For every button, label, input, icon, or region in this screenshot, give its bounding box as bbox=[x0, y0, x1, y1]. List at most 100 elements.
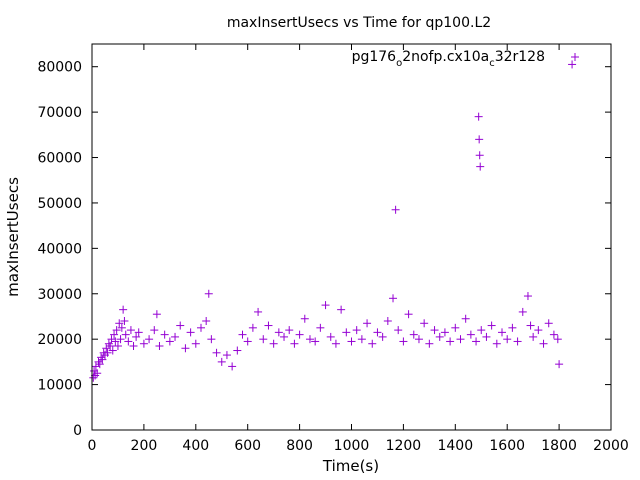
data-point bbox=[93, 369, 102, 378]
data-point bbox=[446, 337, 455, 346]
data-point bbox=[119, 305, 128, 314]
y-tick-label: 50000 bbox=[37, 196, 82, 212]
data-point bbox=[440, 328, 449, 337]
y-tick-label: 70000 bbox=[37, 105, 82, 121]
legend-label-subscript: c bbox=[489, 58, 495, 69]
data-point bbox=[539, 339, 548, 348]
data-point bbox=[475, 135, 484, 144]
data-point bbox=[134, 328, 143, 337]
data-point bbox=[207, 335, 216, 344]
data-point bbox=[472, 337, 481, 346]
data-point bbox=[89, 373, 98, 382]
legend-label-part: pg176 bbox=[352, 49, 397, 65]
data-point bbox=[394, 326, 403, 335]
data-point bbox=[425, 339, 434, 348]
data-point bbox=[139, 339, 148, 348]
data-point bbox=[305, 335, 314, 344]
data-point bbox=[331, 339, 340, 348]
data-point bbox=[155, 341, 164, 350]
data-point bbox=[176, 321, 185, 330]
data-point bbox=[368, 339, 377, 348]
data-point bbox=[233, 346, 242, 355]
x-tick-label: 1200 bbox=[386, 438, 422, 454]
data-point bbox=[95, 360, 104, 369]
x-tick-label: 800 bbox=[286, 438, 313, 454]
data-point bbox=[150, 326, 159, 335]
data-point bbox=[430, 326, 439, 335]
data-point bbox=[202, 317, 211, 326]
data-point bbox=[466, 330, 475, 339]
data-point bbox=[196, 323, 205, 332]
data-point bbox=[352, 326, 361, 335]
data-point bbox=[126, 326, 135, 335]
x-tick-label: 600 bbox=[234, 438, 261, 454]
data-point bbox=[165, 337, 174, 346]
data-point bbox=[181, 344, 190, 353]
x-tick-label: 1000 bbox=[334, 438, 370, 454]
data-point bbox=[186, 328, 195, 337]
data-point bbox=[553, 335, 562, 344]
data-point bbox=[474, 112, 483, 121]
data-point bbox=[217, 357, 226, 366]
data-point bbox=[204, 289, 213, 298]
data-point bbox=[222, 351, 231, 360]
data-point bbox=[132, 332, 141, 341]
data-point bbox=[129, 341, 138, 350]
data-point bbox=[357, 335, 366, 344]
axis-ticks: 0 200 400 600 800 1000 1200 1400 1600 1800 2000010… bbox=[37, 44, 629, 454]
data-point bbox=[389, 294, 398, 303]
data-point bbox=[259, 335, 268, 344]
data-point bbox=[456, 335, 465, 344]
data-point bbox=[363, 319, 372, 328]
data-point bbox=[404, 310, 413, 319]
data-point bbox=[111, 337, 120, 346]
data-point bbox=[243, 337, 252, 346]
data-point bbox=[534, 326, 543, 335]
data-point bbox=[248, 323, 257, 332]
data-point bbox=[492, 339, 501, 348]
data-point bbox=[238, 330, 247, 339]
data-point bbox=[526, 321, 535, 330]
x-tick-label: 1600 bbox=[489, 438, 525, 454]
data-point bbox=[461, 314, 470, 323]
data-point bbox=[451, 323, 460, 332]
data-point bbox=[228, 362, 237, 371]
legend-label-part: 2nofp.cx10a bbox=[402, 49, 489, 65]
data-point bbox=[342, 328, 351, 337]
data-point bbox=[316, 323, 325, 332]
x-tick-label: 1400 bbox=[437, 438, 473, 454]
data-point bbox=[113, 341, 122, 350]
data-point bbox=[482, 332, 491, 341]
plot-area bbox=[89, 60, 577, 382]
x-axis-title: Time(s) bbox=[322, 457, 379, 475]
data-point bbox=[391, 205, 400, 214]
data-point bbox=[399, 337, 408, 346]
legend: pg176o2nofp.cx10ac32r128 bbox=[352, 49, 579, 69]
data-point bbox=[487, 321, 496, 330]
data-point bbox=[435, 332, 444, 341]
data-point bbox=[503, 335, 512, 344]
data-point bbox=[285, 326, 294, 335]
data-point bbox=[409, 330, 418, 339]
y-tick-label: 80000 bbox=[37, 60, 82, 76]
data-point bbox=[518, 307, 527, 316]
data-point bbox=[477, 326, 486, 335]
data-point bbox=[311, 337, 320, 346]
data-point bbox=[98, 355, 107, 364]
legend-marker bbox=[571, 53, 579, 61]
data-point bbox=[523, 292, 532, 301]
data-point bbox=[152, 310, 161, 319]
x-tick-label: 2000 bbox=[593, 438, 629, 454]
legend-label: pg176o2nofp.cx10ac32r128 bbox=[352, 49, 545, 69]
data-point bbox=[378, 332, 387, 341]
chart-title: maxInsertUsecs vs Time for qp100.L2 bbox=[227, 15, 491, 31]
y-tick-label: 60000 bbox=[37, 151, 82, 167]
data-point bbox=[326, 332, 335, 341]
data-point bbox=[269, 339, 278, 348]
data-point bbox=[414, 335, 423, 344]
y-axis-title: maxInsertUsecs bbox=[4, 177, 22, 297]
data-point bbox=[264, 321, 273, 330]
data-point bbox=[191, 339, 200, 348]
data-point bbox=[513, 337, 522, 346]
